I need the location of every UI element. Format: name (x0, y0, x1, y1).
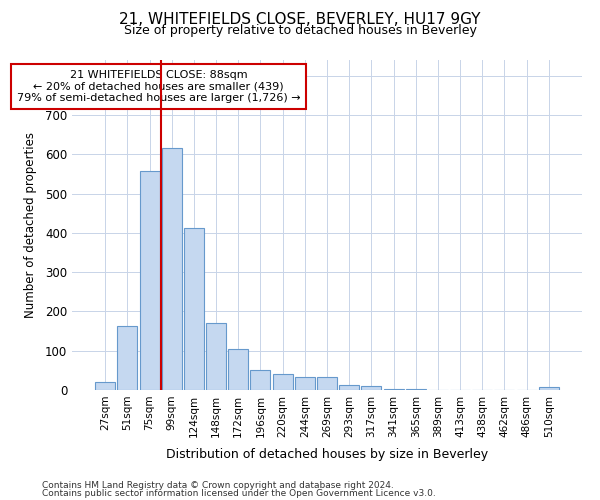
Bar (206, 323, 226, 390)
Bar (184, 228, 204, 390)
Bar (118, 326, 137, 390)
X-axis label: Distribution of detached houses by size in Beverley: Distribution of detached houses by size … (166, 448, 488, 461)
Bar (228, 349, 248, 390)
Bar (406, 389, 426, 390)
Text: Contains public sector information licensed under the Open Government Licence v3: Contains public sector information licen… (42, 489, 436, 498)
Bar (95, 382, 115, 390)
Bar (250, 370, 271, 390)
Bar (295, 377, 315, 390)
Y-axis label: Number of detached properties: Number of detached properties (23, 132, 37, 318)
Bar (339, 384, 359, 390)
Bar (140, 171, 160, 390)
Bar (162, 148, 182, 390)
Text: 21, WHITEFIELDS CLOSE, BEVERLEY, HU17 9GY: 21, WHITEFIELDS CLOSE, BEVERLEY, HU17 9G… (119, 12, 481, 28)
Bar (272, 374, 293, 390)
Bar (539, 387, 559, 390)
Bar (361, 386, 382, 390)
Text: Contains HM Land Registry data © Crown copyright and database right 2024.: Contains HM Land Registry data © Crown c… (42, 480, 394, 490)
Bar (383, 389, 404, 390)
Text: 21 WHITEFIELDS CLOSE: 88sqm
← 20% of detached houses are smaller (439)
79% of se: 21 WHITEFIELDS CLOSE: 88sqm ← 20% of det… (17, 70, 301, 103)
Text: Size of property relative to detached houses in Beverley: Size of property relative to detached ho… (124, 24, 476, 37)
Bar (317, 377, 337, 390)
